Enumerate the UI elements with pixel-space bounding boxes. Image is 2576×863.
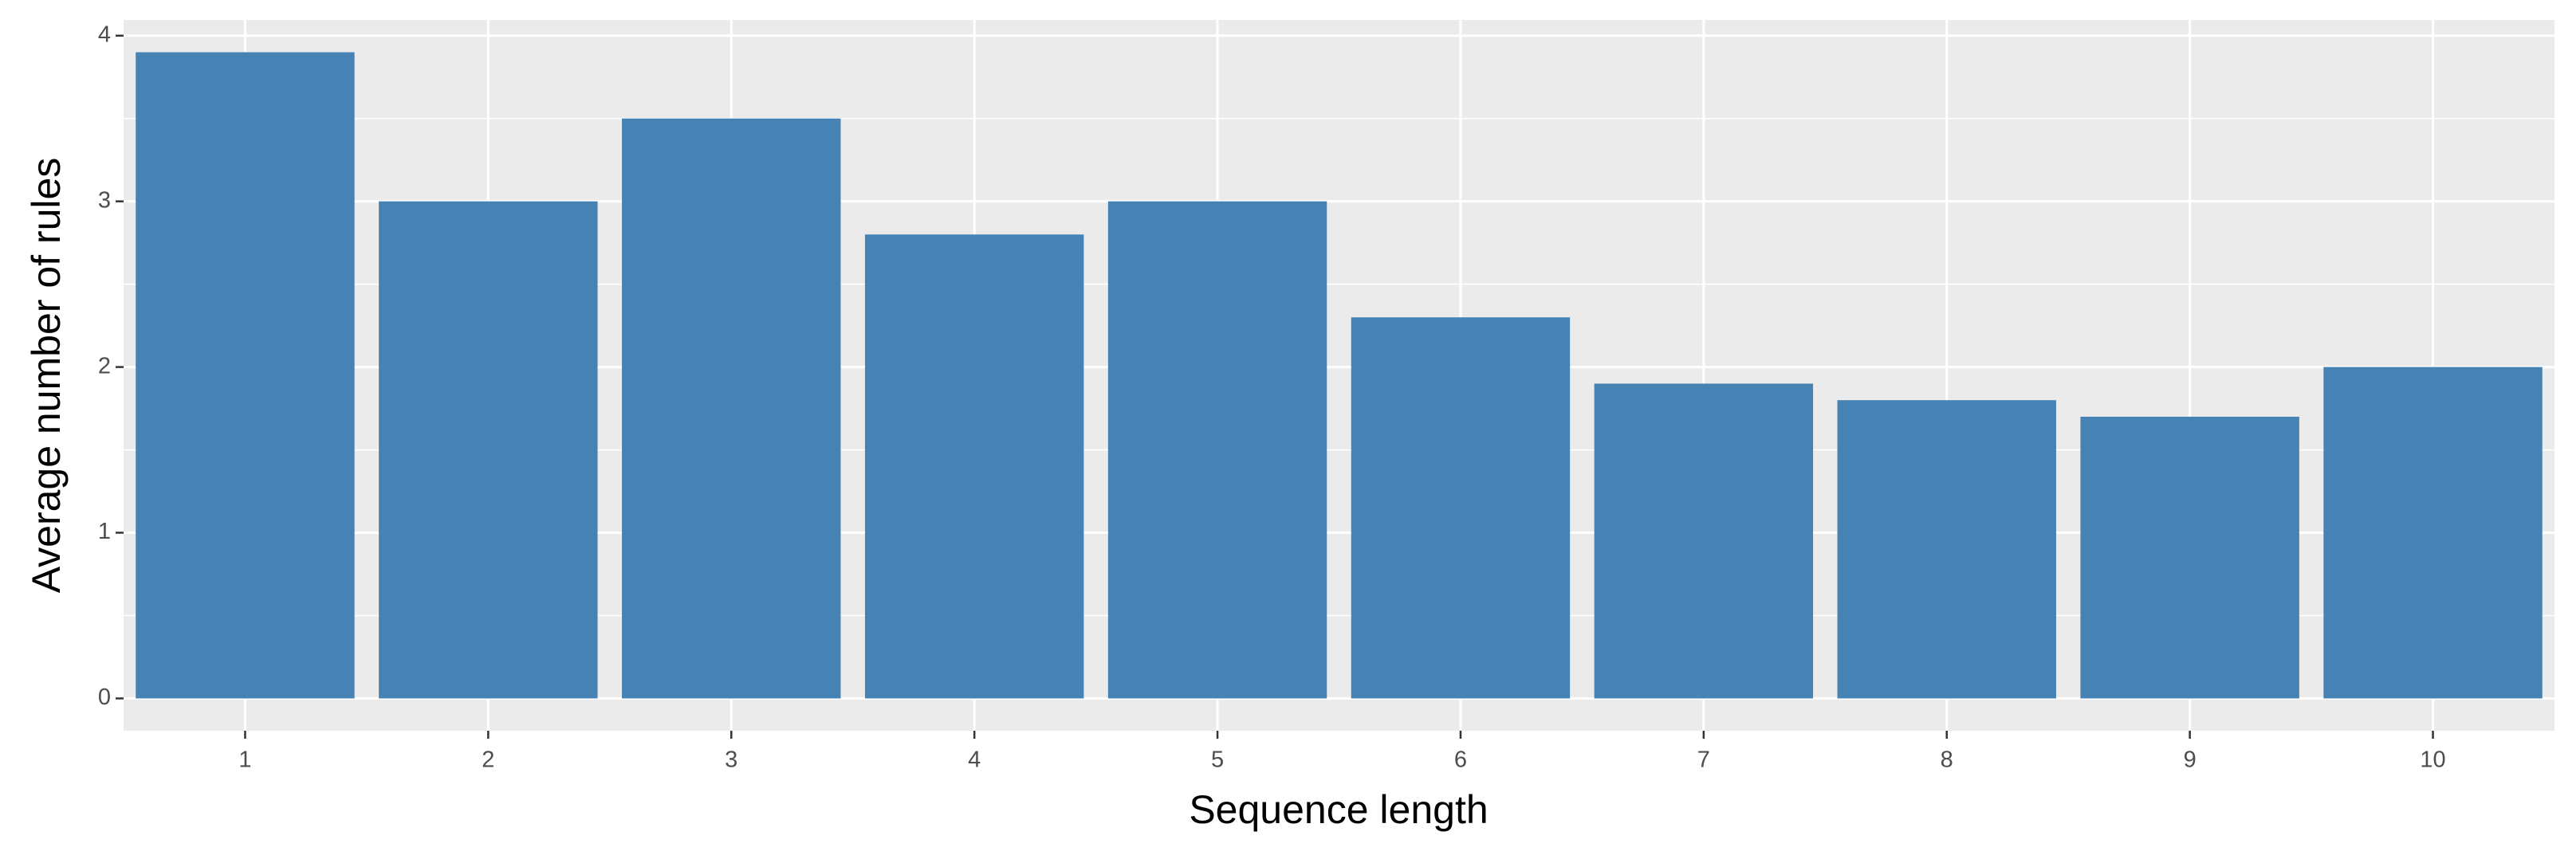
x-tick-label: 3 <box>725 747 737 773</box>
bar <box>1837 400 2056 699</box>
x-tick-label: 8 <box>1941 747 1953 773</box>
bar <box>1351 317 1571 699</box>
bar <box>379 201 598 699</box>
bar <box>2323 367 2543 699</box>
x-tick-label: 7 <box>1697 747 1710 773</box>
x-tick-label: 4 <box>968 747 981 773</box>
bar <box>622 118 841 699</box>
y-tick-label: 0 <box>98 685 111 710</box>
y-tick-label: 1 <box>98 519 111 544</box>
y-axis-title: Average number of rules <box>24 158 69 594</box>
y-tick-label: 3 <box>98 187 111 213</box>
x-tick-label: 5 <box>1211 747 1224 773</box>
y-tick-label: 2 <box>98 353 111 379</box>
x-tick-label: 1 <box>238 747 251 773</box>
x-axis-title: Sequence length <box>1189 787 1488 832</box>
bar <box>136 52 355 699</box>
x-tick-label: 9 <box>2184 747 2196 773</box>
x-tick-label: 6 <box>1454 747 1467 773</box>
x-tick-label: 2 <box>482 747 494 773</box>
x-tick-label: 10 <box>2420 747 2445 773</box>
bar <box>1594 383 1814 699</box>
y-tick-label: 4 <box>98 22 111 47</box>
bar <box>1107 201 1327 699</box>
bar <box>864 234 1084 699</box>
bar <box>2080 416 2299 699</box>
